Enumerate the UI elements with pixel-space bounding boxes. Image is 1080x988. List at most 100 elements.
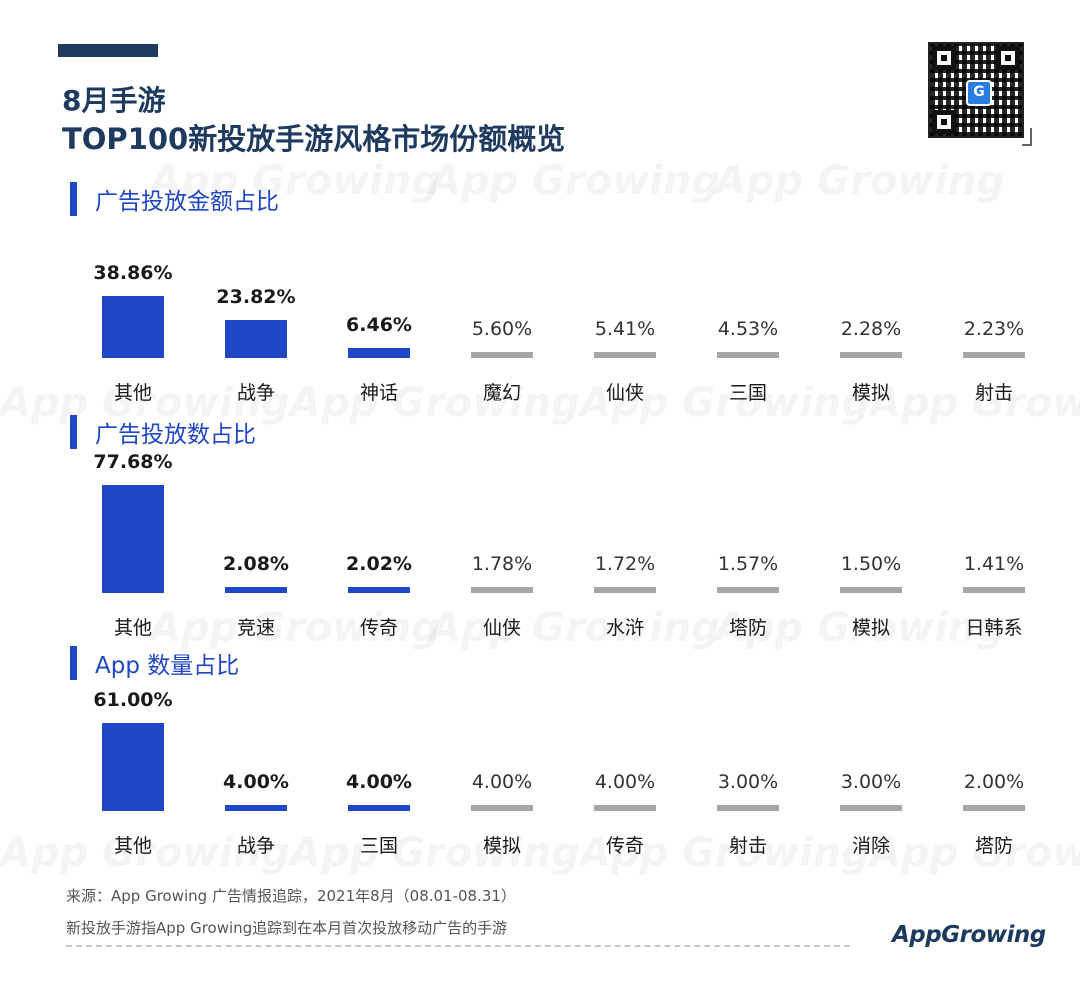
section-title-text: 广告投放金额占比 bbox=[95, 189, 279, 215]
data-label: 1.41% bbox=[963, 553, 1025, 575]
section-title-text: 广告投放数占比 bbox=[95, 422, 256, 448]
category-label: 仙侠 bbox=[605, 382, 644, 404]
section-title-ad-count: 广告投放数占比 bbox=[70, 415, 256, 449]
chart-ad-spend-share: 38.86% 其他 23.82% 战争 6.46% 神话 5.60% 魔幻 5.41% 仙侠 4.5… bbox=[0, 250, 1080, 460]
category-label: 模拟 bbox=[851, 617, 890, 639]
bar-4 bbox=[471, 805, 533, 811]
category-label: 日韩系 bbox=[965, 617, 1023, 639]
chart-app-count-share: 61.00% 其他 4.00% 战争 4.00% 三国 4.00% 模拟 4.00% 传奇 3.00… bbox=[0, 686, 1080, 896]
bar-8 bbox=[963, 352, 1025, 358]
data-label: 4.00% bbox=[594, 771, 656, 793]
category-label: 三国 bbox=[359, 835, 398, 857]
category-label: 水浒 bbox=[605, 617, 644, 639]
bar-4 bbox=[471, 587, 533, 593]
category-label: 模拟 bbox=[851, 382, 890, 404]
bar-5 bbox=[594, 587, 656, 593]
bar-1 bbox=[102, 296, 164, 358]
category-label: 其他 bbox=[113, 617, 152, 639]
qr-finder-icon bbox=[932, 46, 956, 70]
category-label: 竞速 bbox=[236, 617, 275, 639]
category-label: 塔防 bbox=[974, 835, 1013, 857]
bar-6 bbox=[717, 587, 779, 593]
data-label: 1.50% bbox=[840, 553, 902, 575]
data-label: 23.82% bbox=[216, 286, 296, 308]
data-label: 2.28% bbox=[840, 318, 902, 340]
page-title-line1: 8月手游 bbox=[62, 84, 166, 117]
watermark: App Growing bbox=[715, 158, 1005, 204]
bar-1 bbox=[102, 723, 164, 811]
category-label: 战争 bbox=[236, 835, 275, 857]
bar-7 bbox=[840, 352, 902, 358]
footer-divider bbox=[66, 945, 850, 947]
category-label: 战争 bbox=[236, 382, 275, 404]
bar-7 bbox=[840, 805, 902, 811]
data-label: 4.53% bbox=[717, 318, 779, 340]
brand-logo: AppGrowing bbox=[892, 922, 1046, 948]
section-title-ad-spend: 广告投放金额占比 bbox=[70, 182, 279, 216]
category-label: 射击 bbox=[728, 835, 767, 857]
category-label: 神话 bbox=[359, 382, 398, 404]
data-label: 4.00% bbox=[346, 771, 412, 793]
bar-1 bbox=[102, 485, 164, 593]
definition-note: 新投放手游指App Growing追踪到在本月首次投放移动广告的手游 bbox=[66, 919, 508, 937]
section-title-text: App 数量占比 bbox=[95, 653, 240, 679]
bar-3 bbox=[348, 348, 410, 358]
category-label: 传奇 bbox=[605, 835, 644, 857]
data-label: 5.60% bbox=[471, 318, 533, 340]
chart-ad-count-share: 77.68% 其他 2.08% 竞速 2.02% 传奇 1.78% 仙侠 1.72% 水浒 1.57… bbox=[0, 451, 1080, 665]
data-label: 4.00% bbox=[471, 771, 533, 793]
data-label: 38.86% bbox=[93, 262, 173, 284]
category-label: 仙侠 bbox=[482, 617, 521, 639]
category-label: 魔幻 bbox=[482, 382, 521, 404]
data-label: 2.08% bbox=[223, 553, 289, 575]
category-label: 模拟 bbox=[482, 835, 521, 857]
category-label: 消除 bbox=[851, 835, 890, 857]
source-note: 来源：App Growing 广告情报追踪，2021年8月（08.01-08.3… bbox=[66, 887, 516, 905]
bar-8 bbox=[963, 587, 1025, 593]
bar-6 bbox=[717, 805, 779, 811]
category-label: 塔防 bbox=[728, 617, 767, 639]
page-title-line2: TOP100新投放手游风格市场份额概览 bbox=[62, 122, 566, 156]
bar-5 bbox=[594, 805, 656, 811]
section-marker bbox=[70, 182, 77, 216]
data-label: 61.00% bbox=[93, 689, 173, 711]
data-label: 1.78% bbox=[471, 553, 533, 575]
section-marker bbox=[70, 646, 77, 680]
bar-5 bbox=[594, 352, 656, 358]
bar-2 bbox=[225, 805, 287, 811]
category-label: 其他 bbox=[113, 835, 152, 857]
bar-8 bbox=[963, 805, 1025, 811]
data-label: 3.00% bbox=[717, 771, 779, 793]
category-label: 其他 bbox=[113, 382, 152, 404]
category-label: 传奇 bbox=[359, 617, 398, 639]
data-label: 6.46% bbox=[346, 314, 412, 336]
data-label: 1.72% bbox=[594, 553, 656, 575]
qr-finder-icon bbox=[996, 46, 1020, 70]
section-title-app-count: App 数量占比 bbox=[70, 646, 239, 680]
data-label: 2.00% bbox=[963, 771, 1025, 793]
header-accent-bar bbox=[58, 44, 158, 57]
data-label: 2.23% bbox=[963, 318, 1025, 340]
qr-logo-icon: G bbox=[966, 80, 992, 106]
data-label: 77.68% bbox=[93, 451, 173, 473]
bar-6 bbox=[717, 352, 779, 358]
bar-3 bbox=[348, 805, 410, 811]
bar-3 bbox=[348, 587, 410, 593]
page-title: 8月手游 TOP100新投放手游风格市场份额概览 bbox=[62, 82, 565, 158]
qr-corner-decoration bbox=[1022, 128, 1032, 146]
watermark: App Growing bbox=[430, 158, 720, 204]
qr-code-icon: G bbox=[928, 42, 1024, 138]
data-label: 4.00% bbox=[223, 771, 289, 793]
bar-2 bbox=[225, 320, 287, 358]
data-label: 1.57% bbox=[717, 553, 779, 575]
category-label: 三国 bbox=[728, 382, 767, 404]
category-label: 射击 bbox=[974, 382, 1013, 404]
data-label: 3.00% bbox=[840, 771, 902, 793]
section-marker bbox=[70, 415, 77, 449]
bar-4 bbox=[471, 352, 533, 358]
data-label: 2.02% bbox=[346, 553, 412, 575]
qr-finder-icon bbox=[932, 110, 956, 134]
bar-2 bbox=[225, 587, 287, 593]
bar-7 bbox=[840, 587, 902, 593]
data-label: 5.41% bbox=[594, 318, 656, 340]
